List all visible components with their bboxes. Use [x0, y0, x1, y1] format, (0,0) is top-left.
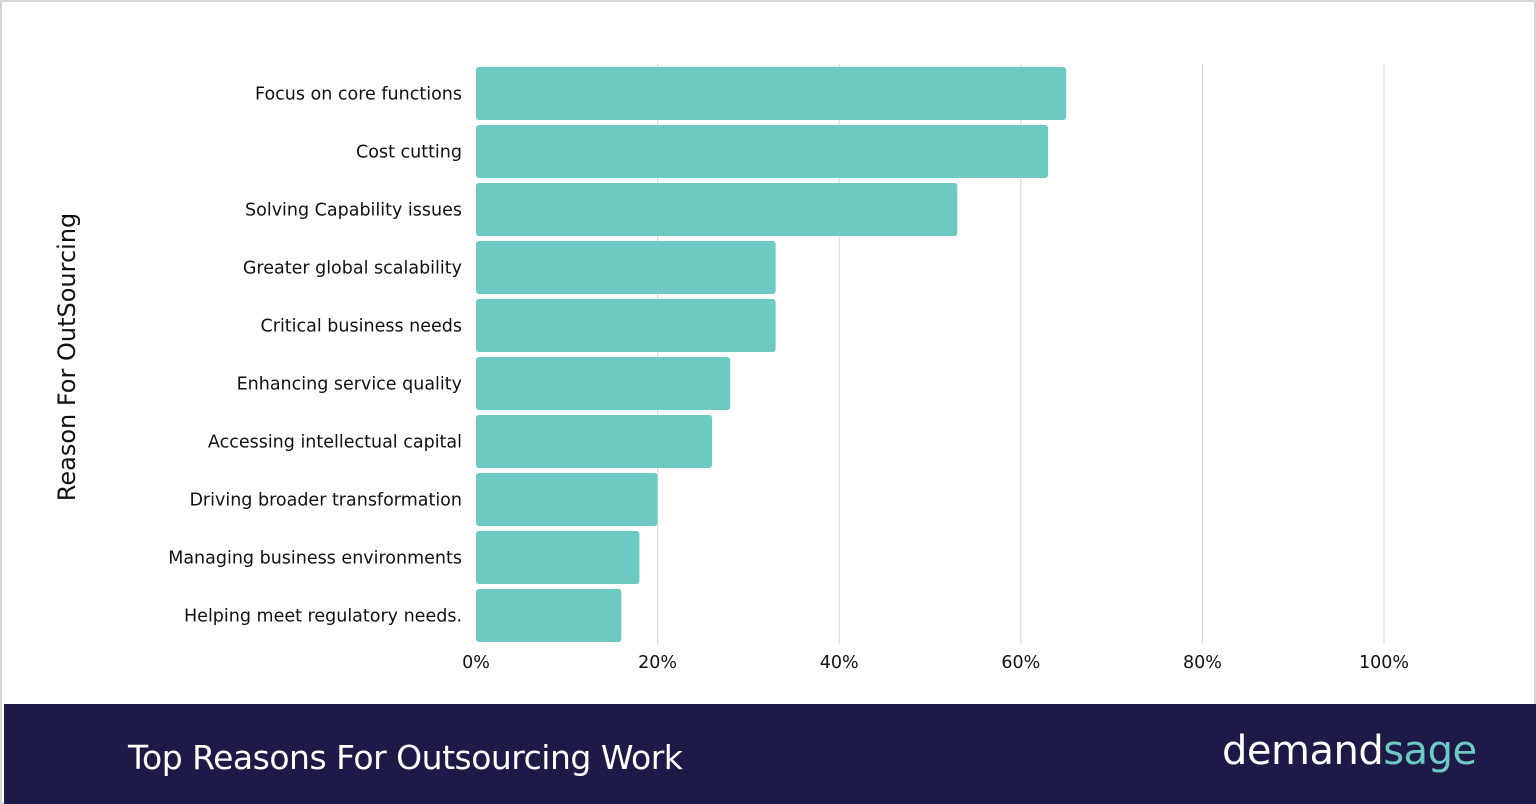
bar [476, 67, 1067, 120]
demandsage-logo: demandsage [1222, 728, 1477, 774]
bar [476, 531, 640, 584]
footer-banner: Top Reasons For Outsourcing Work demands… [4, 704, 1536, 804]
category-label: Managing business environments [168, 549, 462, 569]
bar-chart: Focus on core functions Cost cutting Solvi… [53, 64, 1409, 673]
x-tick-label: 100% [1359, 653, 1409, 673]
bar [476, 299, 776, 352]
category-label: Accessing intellectual capital [208, 433, 462, 453]
category-label: Focus on core functions [255, 85, 462, 105]
x-tick-label: 20% [638, 653, 677, 673]
x-tick-label: 80% [1183, 653, 1222, 673]
category-labels: Focus on core functions Cost cutting Solvi… [168, 85, 462, 627]
bar [476, 357, 731, 410]
bar [476, 415, 713, 468]
category-label: Driving broader transformation [189, 491, 462, 511]
x-tick-label: 60% [1001, 653, 1040, 673]
category-label: Solving Capability issues [245, 201, 462, 221]
bar [476, 241, 776, 294]
category-label: Helping meet regulatory needs. [184, 607, 462, 627]
bar [476, 125, 1049, 178]
category-label: Enhancing service quality [237, 375, 462, 395]
bar [476, 589, 622, 642]
x-tick-label: 0% [462, 653, 490, 673]
bar [476, 183, 958, 236]
category-label: Critical business needs [261, 317, 462, 337]
bars [476, 67, 1067, 642]
x-tick-labels: 0% 20% 40% 60% 80% 100% [462, 653, 1409, 673]
chart-title: Top Reasons For Outsourcing Work [128, 738, 683, 777]
x-tick-label: 40% [820, 653, 859, 673]
category-label: Cost cutting [356, 143, 462, 163]
bar [476, 473, 658, 526]
logo-part-sage: sage [1383, 728, 1477, 774]
logo-part-demand: demand [1222, 728, 1384, 774]
category-label: Greater global scalability [243, 259, 462, 279]
y-axis-label: Reason For OutSourcing [53, 213, 81, 502]
